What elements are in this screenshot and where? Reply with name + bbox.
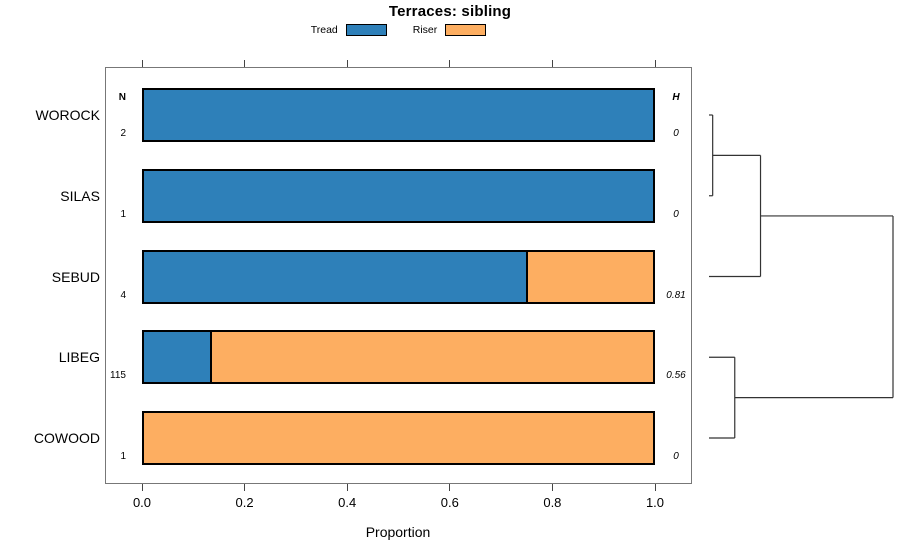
col-header-n: N: [118, 92, 126, 103]
h-value: 0.56: [666, 370, 686, 382]
n-value: 4: [120, 289, 126, 301]
h-value: 0: [673, 128, 679, 139]
h-value: 0: [673, 451, 679, 462]
n-value: 2: [120, 128, 126, 139]
bar-row: [142, 411, 655, 465]
category-label: LIBEG: [58, 349, 100, 366]
bar-segment-tread: [144, 332, 212, 383]
legend-swatch: [345, 24, 387, 36]
axis-tick-label: 0.0: [132, 495, 152, 510]
axis-tick: [449, 484, 451, 491]
axis-tick-label: 0.6: [440, 495, 459, 510]
plot-area: [105, 67, 692, 484]
axis-tick: [141, 484, 143, 491]
chart-legend: Tread Riser: [0, 24, 797, 36]
bar-segment-tread: [144, 170, 653, 221]
axis-tick: [141, 60, 143, 67]
bar-row: [142, 330, 655, 385]
n-value: 115: [110, 370, 126, 382]
bar-row: [142, 88, 655, 142]
x-axis-label: Proportion: [365, 524, 431, 540]
category-label: COWOOD: [33, 430, 100, 446]
axis-tick: [551, 484, 553, 491]
bar-segment-tread: [144, 90, 653, 140]
axis-tick: [346, 60, 348, 67]
legend-item: Tread: [311, 24, 387, 36]
h-value: 0.81: [666, 289, 686, 301]
h-value: 0: [673, 208, 679, 220]
legend-swatch: [445, 24, 487, 36]
axis-tick: [244, 484, 246, 491]
legend-item: Riser: [413, 24, 487, 36]
bar-row: [142, 249, 655, 304]
n-value: 1: [120, 208, 126, 220]
axis-tick-label: 1.0: [645, 495, 665, 510]
col-header-h: H: [672, 92, 680, 103]
n-value: 1: [120, 451, 126, 462]
axis-tick: [244, 60, 246, 67]
axis-tick: [449, 60, 451, 67]
legend-label: Riser: [412, 24, 438, 36]
bar-segment-tread: [144, 251, 528, 302]
axis-tick-label: 0.8: [543, 495, 562, 510]
axis-tick: [551, 60, 553, 67]
legend-label: Tread: [310, 24, 338, 36]
axis-tick: [654, 60, 656, 67]
axis-tick-label: 0.2: [235, 495, 254, 510]
category-label: SEBUD: [51, 268, 100, 285]
axis-tick-label: 0.4: [338, 495, 357, 510]
bar-row: [142, 168, 655, 223]
chart-title: Terraces: sibling: [388, 3, 512, 20]
axis-tick: [654, 484, 656, 491]
category-label: SILAS: [60, 187, 100, 204]
axis-tick: [346, 484, 348, 491]
category-label: WOROCK: [35, 107, 100, 123]
